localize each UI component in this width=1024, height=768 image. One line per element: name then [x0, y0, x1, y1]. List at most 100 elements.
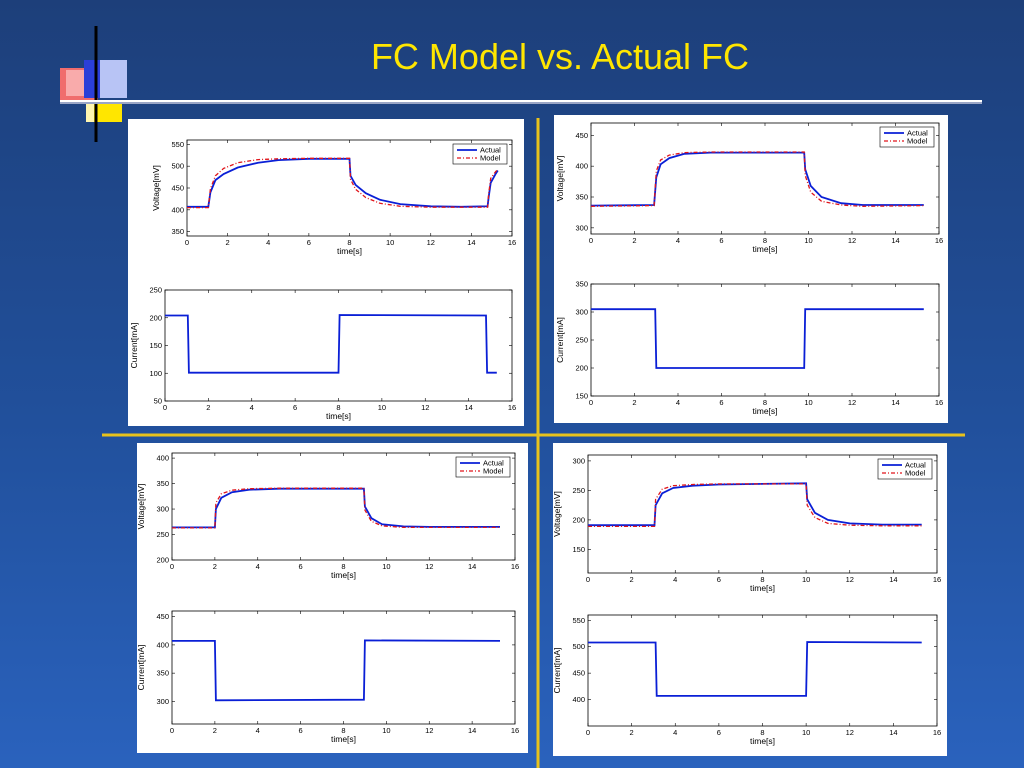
x-tick-label: 8 — [760, 728, 764, 737]
y-tick-label: 450 — [575, 131, 588, 140]
model-series-line — [591, 151, 924, 207]
x-tick-label: 8 — [347, 238, 351, 247]
x-tick-label: 16 — [935, 236, 943, 245]
x-tick-label: 0 — [589, 398, 593, 407]
actual-series-line — [588, 641, 922, 697]
x-tick-label: 4 — [676, 398, 680, 407]
plot-frame — [171, 610, 516, 725]
x-tick-label: 4 — [673, 575, 677, 584]
y-axis-label: Voltage[mV] — [151, 165, 161, 211]
x-tick-label: 10 — [804, 236, 812, 245]
x-tick-label: 2 — [630, 728, 634, 737]
x-tick-label: 0 — [170, 726, 174, 735]
voltage-plot: 0 2 4 6 8 10 12 14 16 150 200 250 300 time[s] Voltage[… — [553, 454, 941, 593]
y-tick-label: 300 — [572, 456, 585, 465]
y-tick-label: 250 — [149, 286, 162, 295]
x-tick-label: 14 — [464, 403, 472, 412]
y-axis-label: Current[mA] — [553, 648, 562, 694]
model-series-line — [187, 157, 499, 209]
x-tick-label: 14 — [891, 398, 899, 407]
y-tick-label: 550 — [572, 616, 585, 625]
y-tick-label: 300 — [156, 697, 169, 706]
x-tick-label: 0 — [589, 236, 593, 245]
y-tick-label: 200 — [149, 313, 162, 322]
y-tick-label: 350 — [156, 479, 169, 488]
legend-box — [879, 126, 935, 148]
x-tick-label: 12 — [421, 403, 429, 412]
panel-bottom-left: 0 2 4 6 8 10 12 14 16 200 250 300 350 400 time[s] Volta… — [137, 443, 528, 753]
y-axis-label: Current[mA] — [129, 323, 139, 369]
y-tick-label: 450 — [171, 184, 184, 193]
x-tick-label: 10 — [804, 398, 812, 407]
y-tick-label: 350 — [575, 280, 588, 289]
x-tick-label: 0 — [163, 403, 167, 412]
x-tick-label: 2 — [630, 575, 634, 584]
current-plot: 0 2 4 6 8 10 12 14 16 400 450 500 550 time[s] Current[… — [553, 614, 941, 746]
actual-series-line — [591, 308, 924, 369]
x-tick-label: 8 — [760, 575, 764, 584]
x-tick-label: 10 — [802, 575, 810, 584]
x-tick-label: 2 — [213, 562, 217, 571]
panel-top-left-svg: 0 2 4 6 8 10 12 14 16350400450500550time[s]Volta… — [129, 139, 516, 422]
legend-actual-label: Actual — [907, 129, 928, 138]
y-axis-label: Voltage[mV] — [555, 156, 565, 202]
x-tick-label: 16 — [508, 403, 516, 412]
x-tick-label: 4 — [250, 403, 254, 412]
current-plot: 0 2 4 6 8 10 12 14 16 300 350 400 450 time[s] Current[… — [137, 610, 519, 744]
x-tick-label: 4 — [676, 236, 680, 245]
y-tick-label: 300 — [575, 223, 588, 232]
x-tick-label: 10 — [382, 562, 390, 571]
x-tick-label: 6 — [293, 403, 297, 412]
x-tick-label: 2 — [226, 238, 230, 247]
x-tick-label: 6 — [719, 236, 723, 245]
voltage-plot: 0 2 4 6 8 10 12 14 16 300 350 400 450 time[s] Voltage[… — [555, 122, 943, 254]
x-tick-label: 4 — [256, 726, 260, 735]
y-tick-label: 250 — [156, 530, 169, 539]
legend-actual-label: Actual — [905, 461, 926, 470]
x-tick-label: 6 — [299, 726, 303, 735]
x-tick-label: 0 — [586, 728, 590, 737]
current-plot: 0 2 4 6 8 10 12 14 16 50 100 150 200 250 time[s] Curren… — [129, 286, 516, 422]
x-tick-label: 12 — [425, 726, 433, 735]
plot-frame — [587, 614, 938, 727]
y-tick-label: 150 — [149, 341, 162, 350]
x-tick-label: 16 — [933, 728, 941, 737]
x-axis-label: time[s] — [752, 244, 777, 254]
x-tick-label: 16 — [933, 575, 941, 584]
x-tick-label: 14 — [891, 236, 899, 245]
x-tick-label: 10 — [802, 728, 810, 737]
panel-bottom-left-svg: 0 2 4 6 8 10 12 14 16 200 250 300 350 400 time[s] Volta… — [137, 452, 519, 744]
y-axis-label: Voltage[mV] — [553, 491, 562, 537]
x-tick-label: 4 — [673, 728, 677, 737]
y-tick-label: 400 — [156, 640, 169, 649]
x-tick-label: 16 — [511, 562, 519, 571]
legend-model-label: Model — [907, 137, 928, 146]
panel-bottom-right: 0 2 4 6 8 10 12 14 16 150 200 250 300 time[s] Voltage[… — [553, 443, 947, 756]
legend-actual-label: Actual — [483, 459, 504, 468]
x-axis-label: time[s] — [752, 406, 777, 416]
y-axis-label: Voltage[mV] — [137, 484, 146, 530]
x-tick-label: 2 — [632, 398, 636, 407]
x-tick-label: 8 — [763, 236, 767, 245]
y-tick-label: 300 — [575, 308, 588, 317]
y-tick-label: 400 — [171, 205, 184, 214]
x-axis-label: time[s] — [326, 411, 351, 421]
legend-box — [452, 143, 508, 165]
y-tick-label: 150 — [575, 392, 588, 401]
actual-series-line — [172, 639, 501, 702]
y-tick-label: 50 — [154, 397, 162, 406]
panel-top-left: 0 2 4 6 8 10 12 14 16 350 400 450 500 550 time[s] Volta… — [128, 119, 524, 426]
x-tick-label: 12 — [848, 398, 856, 407]
legend-model-label: Model — [483, 467, 504, 476]
plot-frame — [590, 283, 940, 397]
voltage-plot: 0 2 4 6 8 10 12 14 16 350 400 450 500 550 time[s] Volta… — [151, 139, 516, 256]
panel-bottom-right-svg: 0 2 4 6 8 10 12 14 16 150 200 250 300 time[s] Voltage[… — [553, 454, 941, 746]
x-axis-label: time[s] — [750, 736, 775, 746]
y-tick-label: 450 — [156, 612, 169, 621]
x-tick-label: 2 — [632, 236, 636, 245]
x-tick-label: 10 — [382, 726, 390, 735]
